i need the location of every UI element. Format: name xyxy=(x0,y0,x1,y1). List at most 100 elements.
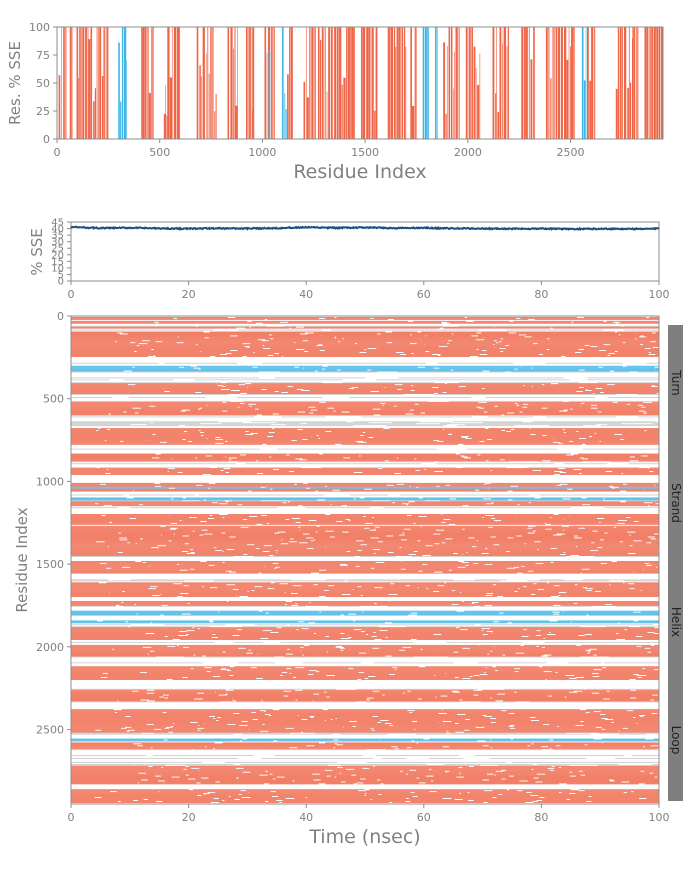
sse-timeline-band-strand xyxy=(575,793,659,795)
sse-timeline-band-strand xyxy=(394,583,534,585)
sse-timeline-band-strand xyxy=(559,585,659,587)
sse-timeline-band-strand xyxy=(535,717,633,718)
residue-sse-bar-strand xyxy=(103,27,105,139)
sse-timeline-band-strand xyxy=(71,799,144,800)
sse-timeline-band-strand xyxy=(71,434,153,435)
residue-sse-bar-strand xyxy=(354,27,355,139)
sse-timeline-band-strand xyxy=(71,433,251,434)
sse-timeline-band-strand xyxy=(110,413,273,415)
sse-timeline-band-strand xyxy=(215,634,367,635)
sse-timeline-band-strand xyxy=(71,331,204,333)
residue-sse-bar-strand xyxy=(521,27,524,139)
sse-timeline-band-strand xyxy=(468,564,646,566)
sse-timeline-band-strand xyxy=(509,551,659,553)
sse-timeline-band-strand xyxy=(402,770,445,772)
sse-timeline-band-strand xyxy=(188,585,293,587)
sse-timeline-band-strand xyxy=(313,412,421,414)
residue-sse-bar-strand xyxy=(557,27,561,139)
sse-timeline-band-strand xyxy=(367,544,494,546)
sse-timeline-band-strand xyxy=(145,772,340,774)
sse-timeline-band-strand xyxy=(71,675,230,676)
sse-timeline-band-strand xyxy=(71,540,169,542)
sse-timeline-band-turn xyxy=(638,416,659,418)
sse-timeline-band-helix xyxy=(638,620,659,622)
sse-timeline-band-strand xyxy=(236,700,262,702)
sse-timeline-band-strand xyxy=(71,414,257,416)
sse-timeline-band-strand xyxy=(513,320,604,322)
sse-timeline-band-strand xyxy=(493,773,537,775)
sse-timeline-band-strand xyxy=(549,338,636,340)
sse-timeline-band-strand xyxy=(71,715,269,716)
residue-sse-bar-strand xyxy=(85,27,88,139)
residue-sse-bar-strand xyxy=(321,27,324,139)
residue-sse-bar-strand xyxy=(479,53,481,139)
sse-timeline-band-turn xyxy=(587,379,659,381)
sse-timeline-band-turn xyxy=(544,641,659,643)
sse-timeline-band-turn xyxy=(163,624,226,626)
sse-timeline-band-strand xyxy=(71,502,212,504)
sse-timeline-band-helix xyxy=(391,622,459,624)
residue-sse-bar-strand xyxy=(391,27,394,139)
sse-timeline-band-helix xyxy=(563,610,659,612)
sse-timeline-band-strand xyxy=(71,544,248,546)
sse-timeline-band-strand xyxy=(646,798,659,799)
sse-timeline-band-strand xyxy=(139,782,165,784)
sse-timeline-band-strand xyxy=(298,629,354,631)
sse-timeline-band-strand xyxy=(643,335,659,337)
sse-timeline-band-strand xyxy=(486,667,603,669)
sse-timeline-band-helix xyxy=(184,366,253,368)
sse-timeline-band-helix xyxy=(422,497,535,499)
residue-sse-bar-strand xyxy=(387,27,390,139)
sse-timeline-band-strand xyxy=(374,729,464,731)
sse-timeline-band-strand xyxy=(554,670,659,672)
sse-timeline-band-strand xyxy=(643,569,659,571)
sse-timeline-band-strand xyxy=(568,525,659,527)
sse-timeline-band-strand xyxy=(314,745,483,747)
sse-timeline-band-strand xyxy=(228,472,354,473)
residue-sse-bar-strand xyxy=(346,27,347,139)
sse-timeline-band-strand xyxy=(451,340,494,342)
sse-timeline-band-strand xyxy=(642,636,659,637)
sse-timeline-band-strand xyxy=(373,437,462,438)
sse-timeline-band-turn xyxy=(153,732,290,734)
sse-timeline-band-strand xyxy=(643,716,659,717)
sse-timeline-band-strand xyxy=(264,723,445,725)
sse-timeline-band-strand xyxy=(462,766,559,768)
sse-timeline-band-strand xyxy=(350,519,444,520)
sse-timeline-band-strand xyxy=(363,435,543,436)
sse-timeline-band-strand xyxy=(125,564,209,566)
residue-sse-bar-strand xyxy=(166,115,168,139)
sse-timeline-band-strand xyxy=(366,790,484,792)
sse-timeline-band-strand xyxy=(239,799,371,800)
sse-timeline-band-strand xyxy=(384,561,462,563)
sse-timeline-band-strand xyxy=(654,644,659,646)
sse-timeline-band-strand xyxy=(129,542,300,544)
sse-timeline-band-turn xyxy=(597,764,659,766)
sse-timeline-band-strand xyxy=(474,537,508,539)
sse-timeline-band-strand xyxy=(71,666,230,668)
sse-timeline-band-strand xyxy=(496,722,612,723)
sse-timeline-band-strand xyxy=(71,690,133,692)
residue-sse-bar-strand xyxy=(631,38,633,139)
sse-timeline-band-strand xyxy=(71,432,201,433)
sse-timeline-band-strand xyxy=(410,528,463,530)
sse-timeline-band-strand xyxy=(71,745,138,747)
sse-timeline-band-strand xyxy=(327,651,454,653)
sse-timeline-band-strand xyxy=(470,678,570,679)
sse-timeline-band-strand xyxy=(609,690,659,692)
sse-timeline-band-helix xyxy=(71,370,124,372)
sse-timeline-band-strand xyxy=(71,470,221,472)
sse-timeline-band-strand xyxy=(546,522,617,524)
sse-timeline-band-strand xyxy=(380,408,571,410)
sse-timeline-band-strand xyxy=(396,405,495,407)
sse-timeline-band-helix xyxy=(355,620,549,622)
sse-timeline-band-strand xyxy=(413,385,524,387)
sse-timeline-band-strand xyxy=(335,410,387,412)
sse-timeline-band-strand xyxy=(256,403,415,405)
sse-timeline-band-strand xyxy=(199,724,240,726)
sse-timeline-band-turn xyxy=(568,662,602,664)
sse-timeline-band-strand xyxy=(257,433,450,434)
sse-timeline-band-strand xyxy=(71,800,134,801)
sse-timeline-band-strand xyxy=(596,654,659,656)
sse-timeline-band-strand xyxy=(520,668,643,670)
